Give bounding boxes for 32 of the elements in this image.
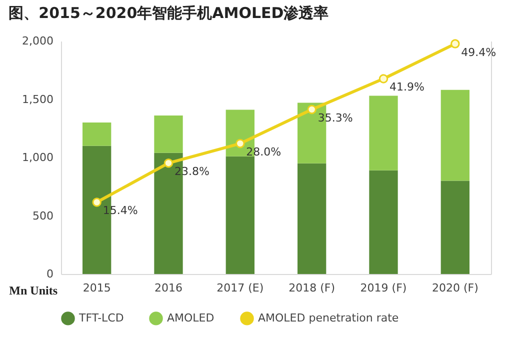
data-label: 49.4% — [461, 46, 496, 59]
bar — [440, 90, 470, 181]
legend-label: TFT-LCD — [78, 311, 124, 324]
y-tick-label: 2,000 — [22, 34, 54, 48]
bar — [369, 170, 398, 274]
point — [378, 74, 388, 84]
bar — [440, 180, 470, 274]
point — [92, 198, 102, 207]
bar — [298, 163, 326, 274]
legend-label: AMOLED penetration rate — [258, 311, 399, 324]
point — [164, 158, 174, 168]
point — [236, 138, 245, 148]
data-label: 41.9% — [390, 80, 424, 94]
y-tick-label: 1,500 — [22, 92, 54, 106]
bar — [369, 96, 398, 170]
y-tick-label: 500 — [32, 209, 54, 222]
legend-label: AMOLED — [167, 311, 214, 324]
point — [450, 39, 460, 48]
y-tick-label: 0 — [46, 268, 54, 280]
y-axis-title: Mn Units — [9, 284, 58, 298]
bar — [226, 156, 254, 274]
x-tick-label: 2020 (F) — [432, 282, 478, 294]
bar — [154, 116, 183, 153]
x-tick-label: 2018 (F) — [288, 282, 336, 294]
x-tick-label: 2017 (E) — [216, 282, 264, 294]
y-tick-label: 1,000 — [22, 151, 54, 164]
bar — [82, 122, 112, 146]
x-tick-label: 2016 — [154, 282, 182, 294]
x-tick-label: 2019 (F) — [360, 282, 407, 294]
chart-title: 图、2015～2020年智能手机AMOLED渗透率 — [8, 4, 329, 22]
x-tick-label: 2015 — [82, 282, 111, 294]
point — [307, 104, 316, 114]
